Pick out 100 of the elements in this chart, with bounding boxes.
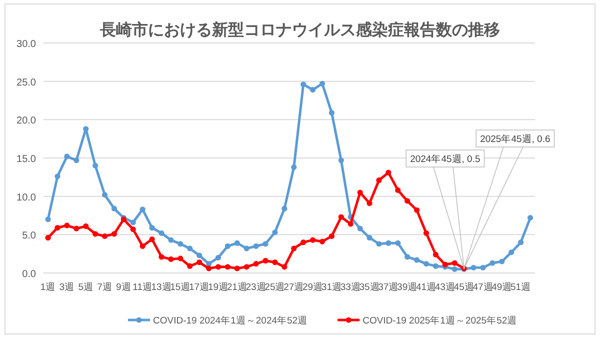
ytick: 15.0 bbox=[16, 154, 36, 165]
point bbox=[234, 266, 240, 272]
point bbox=[282, 206, 288, 212]
xtick: 31週 bbox=[321, 282, 342, 293]
title: 長崎市における新型コロナウイルス感染症報告数の推移 bbox=[100, 22, 500, 39]
ytick: 20.0 bbox=[16, 116, 36, 127]
point bbox=[196, 252, 202, 258]
point bbox=[366, 200, 372, 206]
point bbox=[130, 226, 136, 232]
point bbox=[508, 250, 514, 256]
point bbox=[206, 261, 212, 267]
legend-label: COVID-19 2025年1週～2025年52週 bbox=[362, 314, 518, 326]
point bbox=[300, 82, 306, 88]
point bbox=[470, 264, 476, 270]
point bbox=[64, 222, 70, 228]
ytick: 30.0 bbox=[16, 39, 36, 50]
ytick: 25.0 bbox=[16, 77, 36, 88]
xtick: 47週 bbox=[472, 282, 494, 293]
xtick: 13週 bbox=[151, 282, 172, 293]
point bbox=[404, 254, 410, 260]
point bbox=[244, 246, 250, 252]
point bbox=[452, 260, 458, 266]
xtick: 49週 bbox=[492, 282, 512, 293]
xtick: 17週 bbox=[189, 282, 210, 293]
point bbox=[376, 177, 382, 184]
point bbox=[328, 233, 334, 239]
point bbox=[45, 216, 51, 222]
point bbox=[168, 256, 174, 262]
point bbox=[187, 246, 193, 252]
point bbox=[215, 264, 222, 270]
xtick: 3週 bbox=[59, 282, 75, 293]
point bbox=[74, 226, 80, 232]
point bbox=[158, 254, 164, 260]
point bbox=[395, 240, 401, 246]
xtick: 51週 bbox=[510, 282, 532, 293]
ytick: 10.0 bbox=[16, 192, 36, 204]
point bbox=[262, 241, 268, 247]
point bbox=[338, 214, 344, 220]
xtick: 7週 bbox=[97, 282, 112, 293]
point bbox=[54, 224, 60, 231]
xtick: 33週 bbox=[340, 282, 361, 293]
point bbox=[272, 259, 278, 266]
xtick: 27週 bbox=[284, 282, 304, 293]
point bbox=[64, 154, 70, 160]
point bbox=[395, 187, 401, 193]
point bbox=[319, 80, 326, 86]
point bbox=[244, 264, 250, 270]
xtick: 37週 bbox=[378, 282, 399, 293]
point bbox=[490, 260, 496, 266]
point bbox=[291, 246, 297, 252]
xtick: 41週 bbox=[416, 282, 437, 293]
point bbox=[282, 264, 288, 270]
point bbox=[310, 86, 316, 93]
point bbox=[452, 266, 458, 272]
point bbox=[366, 234, 372, 241]
point bbox=[253, 261, 259, 267]
xtick: 5週 bbox=[78, 282, 94, 293]
point bbox=[149, 224, 155, 231]
xtick: 1週 bbox=[40, 282, 56, 293]
point bbox=[224, 264, 230, 270]
xtick: 23週 bbox=[246, 282, 266, 293]
point bbox=[300, 240, 306, 246]
xtick: 25週 bbox=[264, 282, 286, 293]
point bbox=[423, 261, 430, 267]
point bbox=[149, 236, 155, 242]
point bbox=[357, 226, 363, 232]
point bbox=[92, 162, 98, 168]
xtick: 39週 bbox=[397, 282, 418, 293]
xtick: 19週 bbox=[208, 282, 229, 293]
point bbox=[291, 164, 297, 170]
point bbox=[262, 258, 268, 264]
point bbox=[215, 254, 222, 260]
point bbox=[92, 231, 98, 237]
point bbox=[386, 240, 392, 246]
annotation: 2025年45週, 0.6 bbox=[480, 133, 550, 145]
point bbox=[328, 110, 334, 116]
point bbox=[376, 241, 382, 247]
point bbox=[404, 198, 410, 204]
legend-label: COVID-19 2024年1週～2024年52週 bbox=[153, 314, 308, 326]
point bbox=[432, 263, 439, 269]
point bbox=[178, 256, 184, 262]
point bbox=[206, 266, 212, 272]
point bbox=[130, 220, 136, 226]
annotation: 2024年45週, 0.5 bbox=[410, 153, 480, 165]
point bbox=[140, 206, 146, 212]
point bbox=[140, 243, 146, 249]
xtick: 11週 bbox=[132, 282, 153, 293]
point bbox=[224, 243, 230, 249]
point bbox=[499, 258, 505, 264]
point bbox=[178, 241, 184, 247]
point bbox=[386, 170, 392, 176]
point bbox=[74, 158, 80, 164]
xtick: 45週 bbox=[454, 282, 474, 293]
point bbox=[442, 262, 448, 268]
point bbox=[102, 192, 108, 198]
point bbox=[348, 221, 354, 227]
ytick: 0.0 bbox=[22, 269, 36, 280]
xtick: 21週 bbox=[226, 282, 248, 293]
point bbox=[187, 263, 193, 269]
ytick: 5.0 bbox=[22, 230, 36, 242]
